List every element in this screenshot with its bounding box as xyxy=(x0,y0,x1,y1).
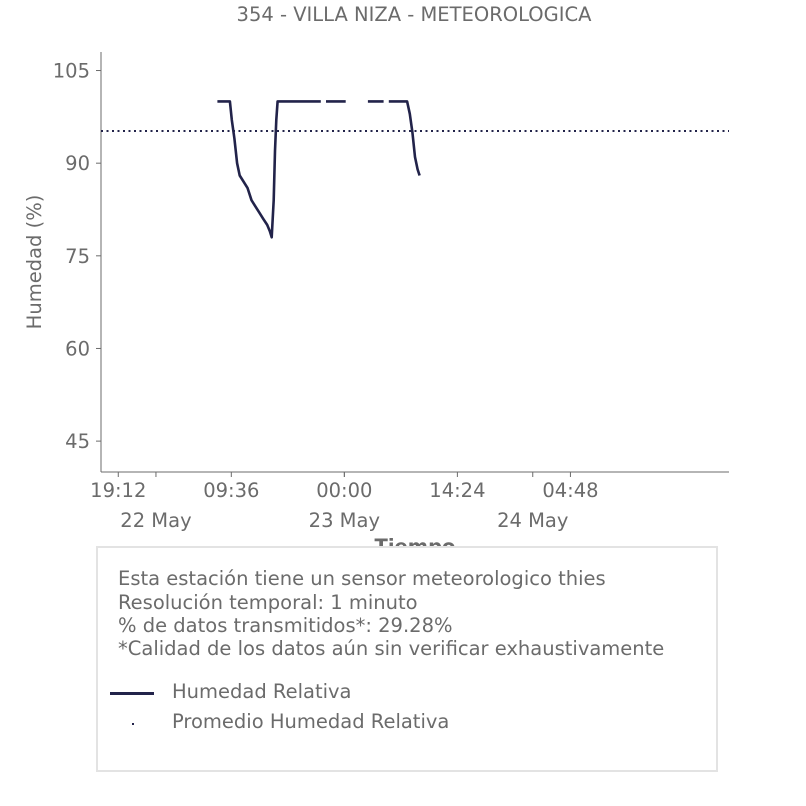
x-day-label: 22 May xyxy=(120,509,191,532)
y-tick-label: 90 xyxy=(65,152,90,175)
y-axis-label: Humedad (%) xyxy=(23,195,46,330)
y-tick-label: 45 xyxy=(65,430,90,453)
info-line-resolution: Resolución temporal: 1 minuto xyxy=(118,591,418,614)
y-tick-label: 75 xyxy=(65,245,90,268)
x-day-label: 24 May xyxy=(497,509,568,532)
axes xyxy=(100,52,729,473)
x-tick-label: 04:48 xyxy=(542,479,598,502)
y-tick-label: 105 xyxy=(53,60,90,83)
x-tick-label: 09:36 xyxy=(203,479,259,502)
axis-ticks: 45 60 75 90 105 19:12 09:36 00:00 14:24 04:48 22 M… xyxy=(53,60,599,532)
info-line-transmitted: % de datos transmitidos*: 29.28% xyxy=(118,614,453,637)
series-line-segment xyxy=(388,100,421,176)
info-line-quality-note: *Calidad de los datos aún sin verificar … xyxy=(118,637,665,660)
x-tick-label: 00:00 xyxy=(316,479,372,502)
chart-title: 354 - VILLA NIZA - METEOROLOGICA xyxy=(237,3,593,26)
legend-line-marker xyxy=(110,692,154,695)
y-tick-label: 60 xyxy=(65,337,90,360)
legend-label-promedio: Promedio Humedad Relativa xyxy=(172,710,450,733)
x-tick-label: 14:24 xyxy=(429,479,485,502)
series-line-segment xyxy=(217,100,321,239)
legend-label-humedad: Humedad Relativa xyxy=(172,680,352,703)
info-box: Esta estación tiene un sensor meteorolog… xyxy=(96,546,718,772)
x-tick-label: 19:12 xyxy=(90,479,146,502)
legend-dot-marker xyxy=(132,723,134,725)
info-line-sensor: Esta estación tiene un sensor meteorolog… xyxy=(118,567,606,590)
plot-area xyxy=(101,100,729,239)
x-day-label: 23 May xyxy=(309,509,380,532)
